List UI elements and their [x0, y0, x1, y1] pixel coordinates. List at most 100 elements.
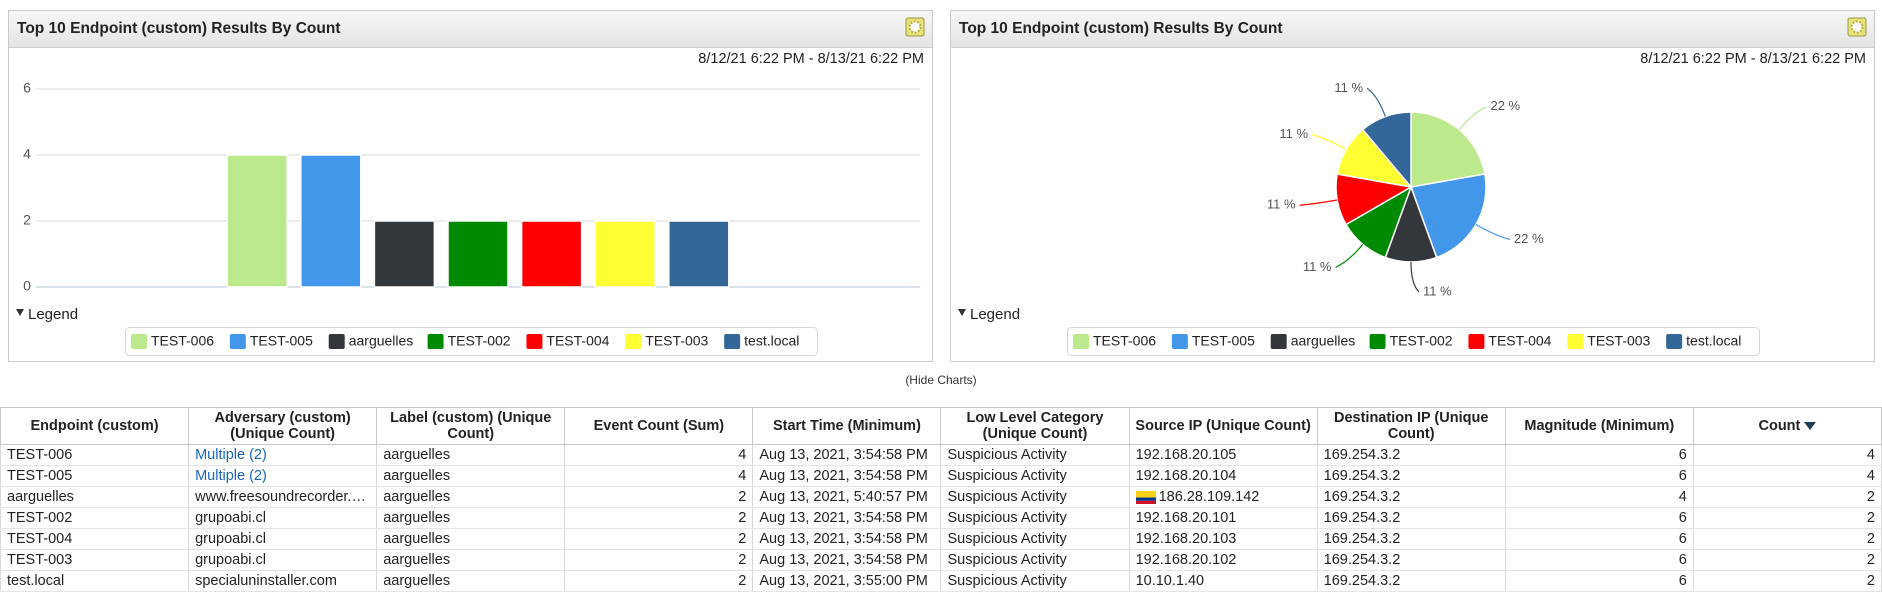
- cell-text: www.freesoundrecorder.…: [195, 489, 366, 505]
- column-header[interactable]: Magnitude (Minimum): [1504, 407, 1694, 445]
- legend-label: aarguelles: [349, 333, 414, 349]
- cell-text: aarguelles: [383, 531, 451, 547]
- table-cell: 169.254.3.2: [1316, 549, 1506, 571]
- legend-swatch: [526, 334, 543, 349]
- legend-label: test.local: [744, 333, 799, 349]
- hide-charts-link[interactable]: (Hide Charts): [905, 373, 976, 387]
- column-header-text[interactable]: Adversary (custom) (Unique Count): [214, 410, 351, 442]
- column-header[interactable]: Count: [1692, 407, 1882, 445]
- legend-swatch: [1073, 334, 1089, 349]
- table-cell: Aug 13, 2021, 3:54:58 PM: [752, 507, 942, 529]
- date-range: 8/12/21 6:22 PM - 8/13/21 6:22 PM: [698, 51, 924, 67]
- cell-text: 2: [1866, 531, 1875, 547]
- legend-swatch: [625, 334, 642, 349]
- column-header-text[interactable]: Low Level Category (Unique Count): [966, 410, 1104, 442]
- cell-text: 169.254.3.2: [1323, 468, 1401, 484]
- cell-text: 169.254.3.2: [1323, 531, 1401, 547]
- column-header[interactable]: Source IP (Unique Count): [1128, 407, 1318, 445]
- cell-text: 2: [1866, 489, 1875, 505]
- table-cell: 192.168.20.103: [1128, 528, 1318, 550]
- table-cell: 4: [1692, 444, 1882, 466]
- bar: [300, 154, 362, 288]
- cell-text: grupoabi.cl: [195, 510, 267, 526]
- column-header-text[interactable]: Source IP (Unique Count): [1135, 418, 1311, 434]
- table-cell: 2: [564, 549, 754, 571]
- cell-text: 2: [1866, 552, 1875, 568]
- cell-text: Aug 13, 2021, 3:54:58 PM: [759, 447, 928, 463]
- settings-gear: [1850, 20, 1864, 34]
- bar: [373, 220, 436, 288]
- cell-text: Suspicious Activity: [947, 447, 1067, 463]
- cell-text: aarguelles: [7, 489, 74, 505]
- table-cell: 2: [1692, 528, 1882, 550]
- column-header-text[interactable]: Label (custom) (Unique Count): [390, 410, 552, 442]
- legend-swatch: [131, 334, 147, 349]
- column-header-text[interactable]: Start Time (Minimum): [772, 418, 921, 434]
- table-row: TEST-005 Multiple (2) aarguelles 4 Aug 13, 2…: [0, 465, 1882, 487]
- legend-label: TEST-005: [1192, 333, 1255, 349]
- table-cell: 192.168.20.104: [1128, 465, 1318, 487]
- legend-swatch: [1567, 334, 1584, 349]
- cell-text: aarguelles: [383, 489, 451, 505]
- table-row: TEST-006 Multiple (2) aarguelles 4 Aug 13, 2…: [0, 444, 1882, 466]
- cell-text: 2: [738, 531, 747, 547]
- legend-label: TEST-004: [546, 333, 609, 349]
- cell-text: 4: [1866, 468, 1875, 484]
- column-header-text[interactable]: Magnitude (Minimum): [1524, 418, 1675, 434]
- bar: [520, 220, 583, 288]
- leader-line: [1299, 199, 1338, 206]
- column-header[interactable]: Destination IP (Unique Count): [1316, 407, 1506, 445]
- table-cell: 169.254.3.2: [1316, 486, 1506, 508]
- cell-text: 4: [1866, 447, 1875, 463]
- column-header[interactable]: Low Level Category (Unique Count): [940, 407, 1130, 445]
- table-cell: grupoabi.cl: [188, 507, 378, 529]
- cell-text: 169.254.3.2: [1323, 489, 1401, 505]
- column-header-text[interactable]: Destination IP (Unique Count): [1333, 410, 1489, 442]
- cell-text: aarguelles: [383, 573, 451, 589]
- table-cell: aarguelles: [376, 444, 566, 466]
- column-header-text[interactable]: Count: [1758, 418, 1801, 434]
- cell-text: Aug 13, 2021, 5:40:57 PM: [759, 489, 928, 505]
- pie-value-label: 11 %: [1334, 80, 1363, 95]
- table-cell: Suspicious Activity: [940, 486, 1130, 508]
- table-cell: 2: [1692, 486, 1882, 508]
- y-tick-label: 6: [23, 80, 31, 96]
- column-header[interactable]: Event Count (Sum): [564, 407, 754, 445]
- column-header[interactable]: Label (custom) (Unique Count): [376, 407, 566, 445]
- table-cell: aarguelles: [376, 465, 566, 487]
- cell-text: 10.10.1.40: [1135, 573, 1205, 589]
- column-header-text[interactable]: Endpoint (custom): [30, 418, 159, 434]
- column-header[interactable]: Adversary (custom) (Unique Count): [188, 407, 378, 445]
- link[interactable]: Multiple (2): [195, 447, 267, 463]
- table-cell: 4: [1504, 486, 1694, 508]
- table-cell: 4: [564, 465, 754, 487]
- table-cell: aarguelles: [376, 528, 566, 550]
- column-header-text[interactable]: Event Count (Sum): [593, 418, 725, 434]
- column-header[interactable]: Endpoint (custom): [0, 407, 190, 445]
- legend-toggle[interactable]: [16, 309, 24, 316]
- legend-toggle[interactable]: [958, 309, 966, 316]
- pie-value-label: 11 %: [1279, 126, 1308, 141]
- table-cell: 2: [564, 486, 754, 508]
- table-cell: aarguelles: [0, 486, 190, 508]
- cell-text: aarguelles: [383, 447, 451, 463]
- table-cell: 4: [564, 444, 754, 466]
- leader-line: [1458, 106, 1487, 130]
- cell-text: 169.254.3.2: [1323, 573, 1401, 589]
- y-tick-label: 4: [23, 146, 31, 162]
- pie-slice: [1410, 111, 1486, 188]
- link[interactable]: Multiple (2): [195, 468, 267, 484]
- table-cell: Aug 13, 2021, 3:54:58 PM: [752, 444, 942, 466]
- table-row: TEST-003 grupoabi.cl aarguelles 2 Aug 13, 20…: [0, 549, 1882, 571]
- table-cell: Suspicious Activity: [940, 528, 1130, 550]
- cell-text: 2: [738, 510, 747, 526]
- cell-text: 6: [1678, 468, 1687, 484]
- table-cell: Suspicious Activity: [940, 465, 1130, 487]
- table-cell: Suspicious Activity: [940, 507, 1130, 529]
- cell-text: 192.168.20.103: [1135, 531, 1237, 547]
- column-header[interactable]: Start Time (Minimum): [752, 407, 942, 445]
- table-cell: Aug 13, 2021, 3:55:00 PM: [752, 570, 942, 592]
- cell-text: test.local: [7, 573, 65, 589]
- pie-value-label: 11 %: [1423, 283, 1452, 298]
